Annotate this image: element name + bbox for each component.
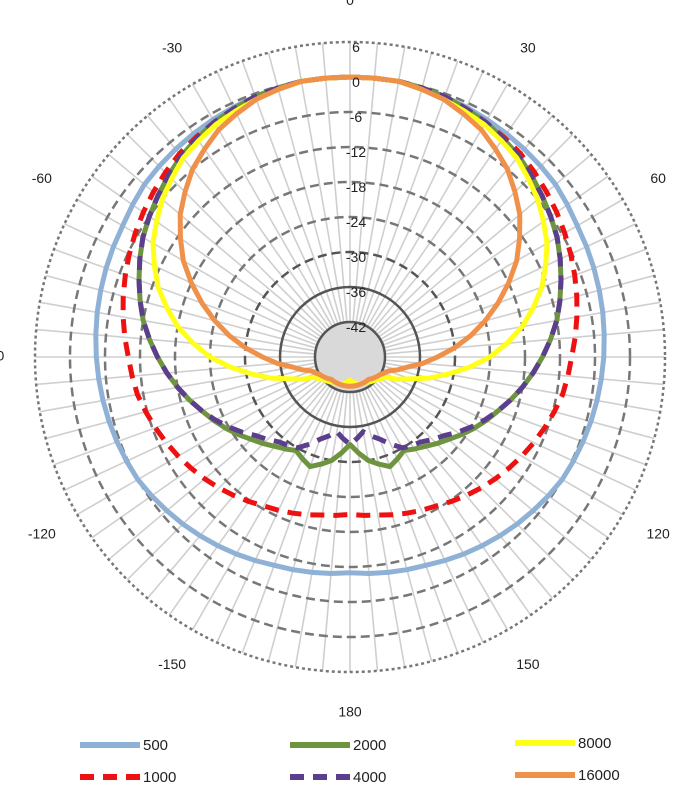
series-1000-line (120, 74, 580, 518)
spoke-line (91, 175, 322, 338)
ring-tick-label: 0 (352, 74, 360, 90)
spoke-line (53, 368, 318, 466)
ring-tick-label: -12 (346, 144, 366, 160)
angle-tick-label: 120 (646, 526, 670, 542)
polar-grid (33, 40, 667, 674)
ring-neg36 (278, 285, 422, 429)
angle-tick-label: -120 (28, 526, 56, 542)
angle-tick-label: 60 (650, 170, 666, 186)
legend-label-500: 500 (143, 737, 168, 754)
ring-neg12 (138, 145, 562, 569)
angle-labels: 0306090120150180-150-120-90-60-30 (0, 0, 670, 720)
ring-tick-label: -36 (346, 284, 366, 300)
ring-tick-label: -18 (346, 179, 366, 195)
legend-label-2000: 2000 (353, 737, 386, 754)
legend: 500 1000 2000 4000 8000 16000 (80, 735, 620, 786)
spoke-line (267, 390, 342, 662)
series-4000-line (136, 74, 564, 451)
ring-tick-label: -42 (346, 319, 366, 335)
angle-tick-label: -30 (162, 40, 182, 56)
spoke-line (321, 43, 348, 323)
spoke-line (241, 389, 339, 654)
series-500-line (93, 74, 607, 576)
angle-tick-label: -150 (158, 656, 186, 672)
spoke-line (294, 391, 345, 668)
spoke-line (374, 381, 574, 581)
spoke-line (378, 175, 609, 338)
ring-labels: 6 0 -6 -12 -18 -24 -30 -36 -42 (346, 39, 366, 335)
inner-disc (315, 322, 385, 392)
series-16000-line (177, 74, 523, 389)
angle-tick-label: 150 (516, 656, 540, 672)
spoke-line (376, 378, 592, 561)
ring-neg18 (173, 180, 527, 534)
spoke-line (64, 371, 319, 491)
series-layer (93, 74, 607, 576)
angle-tick-label: -60 (32, 170, 52, 186)
ring-neg6 (103, 110, 597, 604)
spoke-line (294, 46, 345, 323)
legend-label-1000: 1000 (143, 769, 176, 786)
spoke-line (76, 198, 321, 341)
ring-tick-label: -24 (346, 214, 366, 230)
angle-tick-label: 30 (520, 40, 536, 56)
angle-tick-label: 180 (338, 704, 362, 720)
ring-tick-label: 6 (352, 39, 360, 55)
spoke-line (352, 43, 379, 323)
angle-tick-label: -90 (0, 348, 4, 364)
angle-tick-label: 0 (346, 0, 354, 8)
series-8000-line (150, 74, 550, 387)
legend-label-16000: 16000 (578, 767, 620, 784)
spoke-line (379, 198, 624, 341)
spoke-line (76, 373, 321, 516)
ring-neg30 (243, 250, 457, 464)
legend-label-4000: 4000 (353, 769, 386, 786)
legend-label-8000: 8000 (578, 735, 611, 752)
ring-6 (33, 40, 667, 674)
ring-tick-label: -6 (350, 109, 363, 125)
ring-tick-label: -30 (346, 249, 366, 265)
spoke-line (371, 383, 554, 599)
ring-neg42 (313, 320, 387, 394)
